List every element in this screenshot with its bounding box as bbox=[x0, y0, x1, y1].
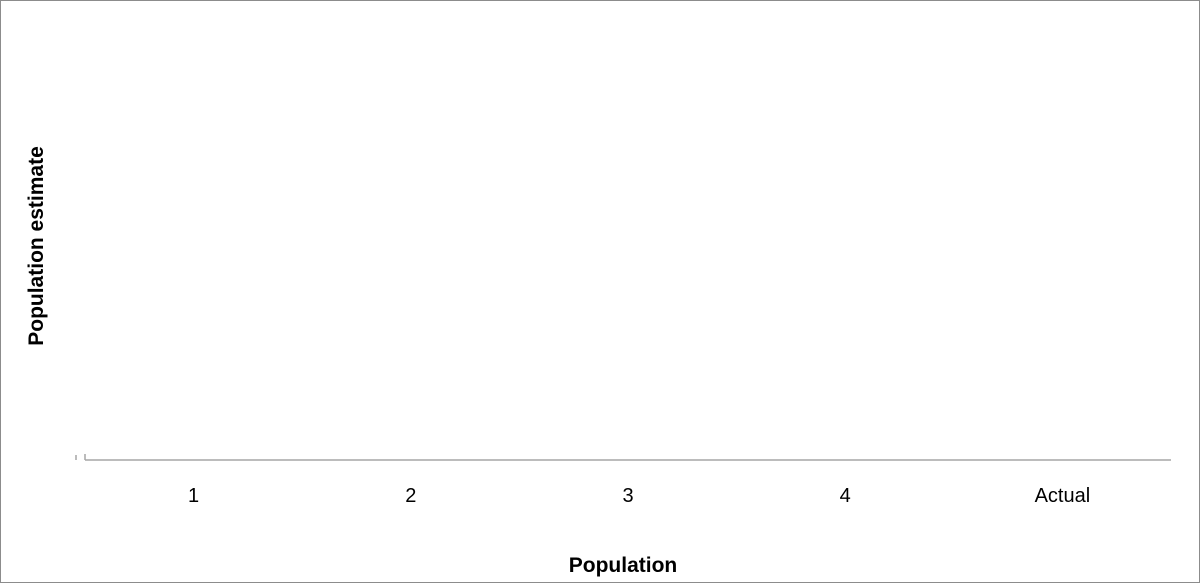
x-tick-label: 2 bbox=[405, 485, 416, 507]
x-axis-title: Population bbox=[569, 554, 678, 577]
x-tick-label: Actual bbox=[1035, 485, 1091, 507]
x-tick-label: 1 bbox=[188, 485, 199, 507]
x-tick-label: 4 bbox=[840, 485, 851, 507]
y-axis-title: Population estimate bbox=[25, 146, 48, 346]
x-tick-labels: 1 2 3 4 Actual bbox=[188, 485, 1090, 507]
x-tick-label: 3 bbox=[622, 485, 633, 507]
